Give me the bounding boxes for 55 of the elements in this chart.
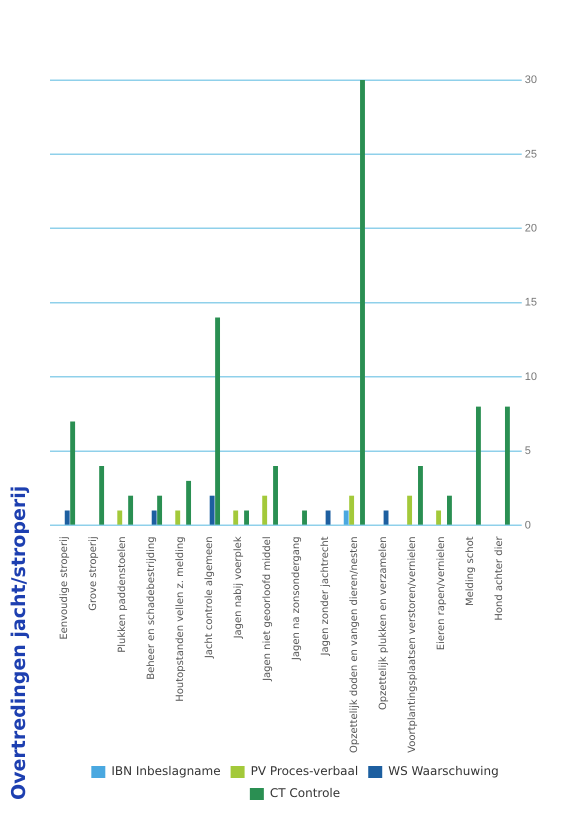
bar <box>215 318 220 525</box>
x-tick-label: Eieren rapen/vernielen <box>436 536 447 650</box>
x-tick-label: Jagen niet geoorloofd middel <box>262 536 273 682</box>
bar <box>233 510 238 525</box>
bar <box>152 510 157 525</box>
bar <box>447 496 452 525</box>
legend-label: WS Waarschuwing <box>388 764 499 778</box>
bar <box>360 80 365 525</box>
bar <box>244 510 249 525</box>
bar <box>273 466 278 525</box>
bar <box>99 466 104 525</box>
bar <box>407 496 412 525</box>
bar <box>117 510 122 525</box>
bar <box>384 510 388 525</box>
x-tick-label: Jagen na zonsondergang <box>290 536 302 662</box>
bar <box>70 421 76 525</box>
bar <box>186 480 192 525</box>
x-tick-label: Eenvoudige stroperij <box>59 536 70 640</box>
y-tick-label: 25 <box>524 148 538 160</box>
text: Overtredingen jacht/stroperij <box>8 484 30 800</box>
y-tick-label: 0 <box>524 519 531 532</box>
bar <box>175 510 180 525</box>
bar <box>504 406 510 525</box>
x-tick-label: Houtopstanden vellen z. melding <box>175 536 186 702</box>
legend-label: PV Proces-verbaal <box>250 764 358 778</box>
y-tick-label: 10 <box>524 370 538 383</box>
x-tick-label: Opzettelijk plukken en verzamelen <box>378 536 389 710</box>
y-tick-label: 5 <box>524 445 531 458</box>
x-tick-label: Jagen zonder jachtrecht <box>320 536 331 656</box>
bar <box>326 510 331 525</box>
bar <box>476 406 481 525</box>
legend-label: CT Controle <box>270 786 340 800</box>
y-tick-label: 15 <box>524 296 538 309</box>
x-tick-label: Plukken paddenstoelen <box>117 536 128 653</box>
x-tick-label: Grove stroperij <box>88 536 100 611</box>
bar <box>210 496 215 525</box>
y-tick-label: 20 <box>524 222 538 234</box>
bar <box>349 496 354 525</box>
x-tick-label: Hond achter dier <box>494 536 505 621</box>
y-tick-label: 30 <box>524 74 538 86</box>
bar <box>418 466 423 525</box>
x-tick-label: Jacht controle algemeen <box>204 536 216 660</box>
bar <box>302 510 307 525</box>
x-tick-label: Jagen nabij voerplek <box>233 536 244 640</box>
x-tick-label: Melding schot <box>464 536 476 606</box>
x-tick-label: Opzettelijk doden en vangen dieren/nesten <box>348 536 360 754</box>
bar <box>262 496 268 525</box>
bar <box>157 496 162 525</box>
x-tick-label: Beheer en schadebestrijding <box>146 536 158 680</box>
bar <box>436 510 442 525</box>
bar <box>128 496 134 525</box>
legend-label: IBN Inbeslagname <box>111 764 221 778</box>
x-tick-label: Voortplantingsplaatsen verstoren/vernielen <box>406 536 418 753</box>
bar <box>64 510 70 525</box>
bar <box>344 510 349 525</box>
